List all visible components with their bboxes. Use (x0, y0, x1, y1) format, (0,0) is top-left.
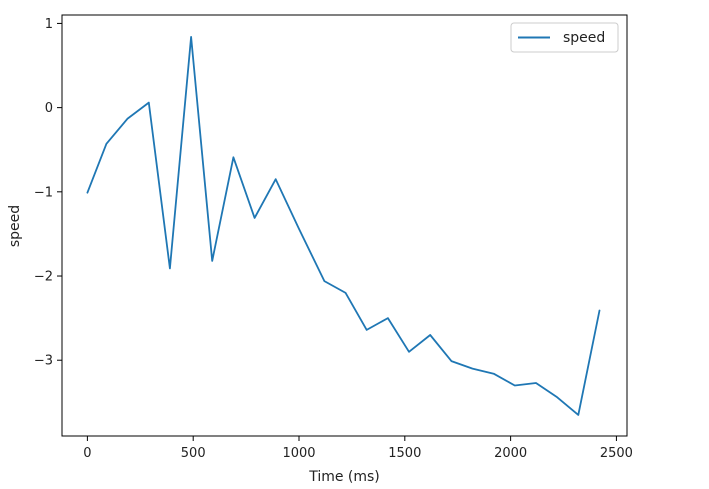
x-tick-label: 2000 (494, 446, 527, 461)
x-tick-label: 0 (83, 446, 91, 461)
y-tick-label: 0 (45, 101, 53, 116)
legend-box (510, 22, 619, 53)
plot-area (61, 14, 628, 437)
legend-label: speed (563, 30, 605, 46)
x-tick-label: 2500 (600, 446, 633, 461)
y-tick-label: −2 (34, 270, 53, 285)
series-line-speed (86, 36, 601, 416)
y-tick-label: −1 (34, 185, 53, 200)
x-axis-label: Time (ms) (308, 469, 380, 485)
series-layer (86, 36, 601, 416)
y-axis-label: speed (7, 205, 23, 247)
y-tick-label: 1 (45, 17, 53, 32)
x-tick-label: 1000 (282, 446, 315, 461)
legend: speed (510, 22, 619, 53)
y-tick-label: −3 (34, 354, 53, 369)
x-tick-label: 500 (181, 446, 206, 461)
y-axis-ticks: 1 0 −1 −2 −3 (34, 17, 62, 369)
x-tick-label: 1500 (388, 446, 421, 461)
x-axis-ticks: 0 500 1000 1500 2000 2500 (83, 436, 633, 461)
